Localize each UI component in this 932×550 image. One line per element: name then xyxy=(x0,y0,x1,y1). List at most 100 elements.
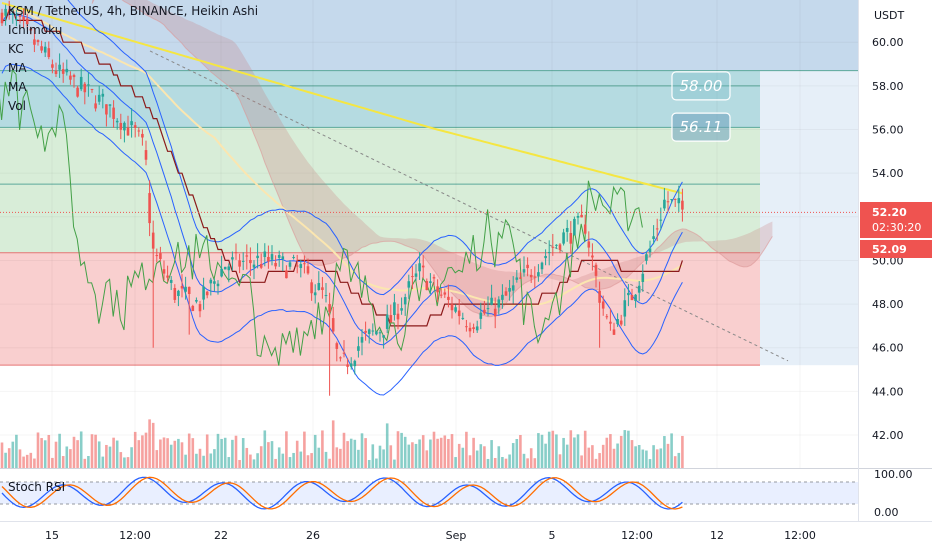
candle-body xyxy=(36,40,40,43)
candle-body xyxy=(461,317,465,319)
candle-body xyxy=(580,214,583,218)
stoch-band xyxy=(0,482,858,504)
candle-body xyxy=(457,310,461,317)
volume-bar xyxy=(115,440,119,468)
volume-bar xyxy=(216,433,220,468)
ma-cream-line xyxy=(1,8,683,307)
time-axis-bg xyxy=(0,521,932,550)
volume-bar xyxy=(18,449,22,468)
price-tick: 56.00 xyxy=(872,124,904,137)
volume-bar xyxy=(450,434,454,468)
indicator-ichimoku[interactable]: Ichimoku xyxy=(8,23,63,37)
volume-bar xyxy=(4,452,7,468)
candle-body xyxy=(331,318,335,332)
candle-body xyxy=(234,252,238,254)
candle-body xyxy=(594,264,598,276)
symbol-title[interactable]: KSM / TetherUS, 4h, BINANCE, Heikin Ashi xyxy=(8,4,259,18)
candle-body xyxy=(130,121,133,126)
volume-bar xyxy=(558,454,562,468)
volume-bar xyxy=(79,431,83,468)
volume-bar xyxy=(105,444,108,468)
time-tick: 15 xyxy=(45,529,59,542)
candle-body xyxy=(447,296,450,300)
volume-bar xyxy=(0,442,4,468)
indicator-kc[interactable]: KC xyxy=(8,42,24,56)
candle-body xyxy=(15,19,18,21)
candle-body xyxy=(148,193,151,224)
candle-body xyxy=(76,87,79,97)
candle-body xyxy=(198,304,202,312)
ichimoku-base-line xyxy=(2,8,683,327)
volume-bar xyxy=(263,430,267,468)
volume-bar xyxy=(637,445,641,468)
volume-bar xyxy=(238,459,241,468)
candle-body xyxy=(385,314,389,329)
candle-body xyxy=(195,299,198,302)
volume-bar xyxy=(43,440,47,468)
volume-bar xyxy=(202,455,205,468)
volume-bar xyxy=(173,440,177,468)
volume-bar xyxy=(61,456,65,468)
price-tick: 42.00 xyxy=(872,429,904,442)
volume-bar xyxy=(378,445,382,468)
candle-body xyxy=(292,257,295,259)
candle-body xyxy=(454,307,457,312)
volume-bar xyxy=(429,439,432,468)
candle-body xyxy=(673,198,677,200)
volume-bar xyxy=(677,452,681,468)
volume-bar xyxy=(313,434,317,468)
stoch-d-line xyxy=(1,476,683,510)
volume-bar xyxy=(357,449,360,468)
price-tick: 44.00 xyxy=(872,385,904,398)
price-tick: 58.00 xyxy=(872,80,904,93)
volume-bar xyxy=(58,433,61,468)
zone-teal xyxy=(0,70,760,128)
candle-body xyxy=(544,255,547,259)
volume-bar xyxy=(537,433,540,468)
candle-body xyxy=(486,308,490,310)
indicator-vol[interactable]: Vol xyxy=(8,99,26,113)
volume-bar xyxy=(385,423,389,468)
candle-body xyxy=(288,262,292,267)
time-tick: 12 xyxy=(710,529,724,542)
time-tick: 5 xyxy=(549,529,556,542)
second-price-text: 52.09 xyxy=(872,243,907,256)
candle-body xyxy=(263,251,267,258)
candle-body xyxy=(87,84,90,86)
candle-body xyxy=(151,232,155,249)
volume-bar xyxy=(659,448,663,468)
candle-body xyxy=(317,282,321,290)
candle-body xyxy=(418,263,421,272)
volume-bar xyxy=(47,434,51,468)
candle-body xyxy=(670,199,673,201)
candle-body xyxy=(65,68,69,73)
stoch-rsi-pane: 100.00 0.00 xyxy=(0,468,932,521)
candle-body xyxy=(277,255,281,258)
stoch-rsi-label[interactable]: Stoch RSI xyxy=(8,480,66,494)
candle-body xyxy=(677,198,681,204)
volume-bar xyxy=(389,445,393,468)
candle-body xyxy=(259,264,263,268)
volume-bar xyxy=(123,457,126,468)
volume-bar xyxy=(195,453,198,468)
candle-body xyxy=(108,104,112,106)
stoch-bg xyxy=(0,468,932,521)
second-price-tag xyxy=(860,240,932,258)
indicator-ma-2[interactable]: MA xyxy=(8,80,27,94)
candle-body xyxy=(54,70,58,75)
candle-body xyxy=(306,266,310,274)
candle-body xyxy=(439,294,443,296)
candle-body xyxy=(389,315,393,323)
candle-body xyxy=(576,216,580,218)
candle-body xyxy=(267,256,270,262)
volume-bar xyxy=(627,430,630,468)
stoch-k-line xyxy=(1,476,683,510)
candle-body xyxy=(663,199,666,209)
volume-bar xyxy=(663,436,666,468)
candle-body xyxy=(72,75,76,78)
indicator-ma-1[interactable]: MA xyxy=(8,61,27,75)
candle-body xyxy=(123,122,126,131)
price-tick: 48.00 xyxy=(872,298,904,311)
